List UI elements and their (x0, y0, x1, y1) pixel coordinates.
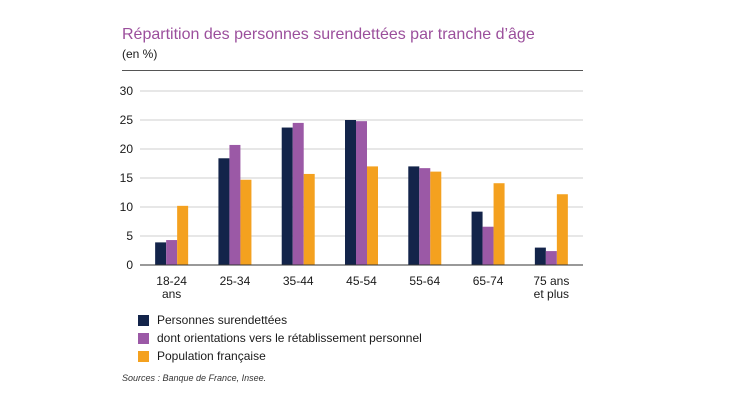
x-tick-label: 18-24 (156, 274, 187, 288)
bar (356, 121, 367, 265)
title-divider (122, 70, 583, 71)
source-note: Sources : Banque de France, Insee. (122, 373, 267, 383)
y-tick-label: 5 (126, 229, 133, 243)
bar (534, 247, 546, 265)
legend-item-retablissement: dont orientations vers le rétablissement… (138, 329, 422, 347)
bar (292, 122, 304, 266)
bar (218, 158, 230, 265)
legend-item-surendettees: Personnes surendettées (138, 311, 422, 329)
y-axis-ticks: 0 5 10 15 20 25 30 (120, 84, 134, 272)
x-tick-label: 55-64 (409, 274, 440, 288)
legend-label: dont orientations vers le rétablissement… (157, 331, 422, 345)
x-tick-label: 25-34 (220, 274, 251, 288)
y-tick-label: 15 (120, 171, 134, 185)
bar (281, 127, 293, 265)
chart-unit-label: (en %) (122, 47, 158, 61)
bar (229, 144, 241, 265)
chart-title: Répartition des personnes surendettées p… (122, 26, 535, 43)
bar (240, 179, 252, 265)
x-tick-label: 45-54 (346, 274, 377, 288)
legend: Personnes surendettées dont orientations… (138, 311, 422, 365)
legend-label: Population française (157, 349, 266, 363)
bar (166, 240, 178, 265)
y-tick-label: 10 (120, 200, 134, 214)
bar (177, 205, 189, 265)
bar (493, 183, 505, 265)
bar (345, 120, 356, 265)
x-tick-label: 65-74 (473, 274, 504, 288)
bar (419, 168, 431, 265)
bar (556, 194, 568, 265)
x-tick-label: 35-44 (283, 274, 314, 288)
legend-item-population: Population française (138, 347, 422, 365)
y-tick-label: 0 (126, 258, 133, 272)
y-tick-label: 25 (120, 113, 134, 127)
bar (430, 171, 442, 265)
bar (545, 251, 557, 265)
bar (303, 173, 315, 265)
bars (155, 120, 568, 266)
bar (367, 166, 378, 265)
y-tick-label: 30 (120, 84, 134, 98)
legend-swatch (138, 332, 149, 344)
bar (155, 242, 167, 265)
legend-swatch (138, 350, 149, 362)
bar (471, 211, 483, 265)
legend-swatch (138, 314, 149, 326)
y-tick-label: 20 (120, 142, 134, 156)
x-tick-label: 75 ans (533, 274, 569, 288)
x-tick-label: et plus (534, 287, 569, 301)
x-tick-label: ans (162, 287, 181, 301)
bar (408, 166, 420, 265)
legend-label: Personnes surendettées (157, 313, 288, 327)
bar (482, 226, 494, 265)
